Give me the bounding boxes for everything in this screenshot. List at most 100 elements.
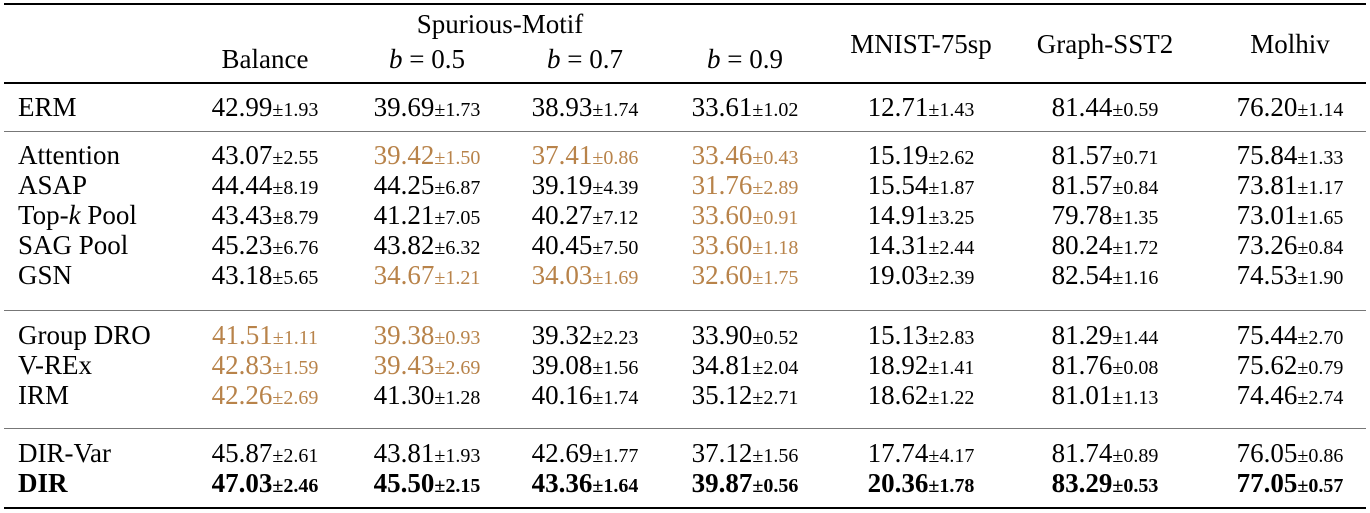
cell-value: 81.44 (1051, 92, 1113, 122)
cell-std: ±1.75 (752, 267, 799, 289)
table-cell: 75.62±0.79 (1237, 350, 1344, 385)
table-cell: 42.26±2.69 (212, 380, 319, 415)
cell-std: ±1.43 (928, 99, 975, 121)
cell-value: 81.74 (1051, 438, 1113, 468)
cell-value: 35.12 (691, 380, 753, 410)
column-header: b = 0.9 (707, 44, 783, 74)
cell-value: 33.90 (691, 320, 753, 350)
table-cell: 39.43±2.69 (374, 350, 481, 385)
cell-std: ±1.65 (1297, 207, 1344, 229)
table-cell: 18.92±1.41 (868, 350, 975, 385)
cell-std: ±0.08 (1112, 357, 1159, 379)
cell-std: ±7.05 (434, 207, 481, 229)
cell-std: ±1.50 (434, 147, 481, 169)
cell-std: ±4.39 (592, 177, 639, 199)
cell-value: 47.03 (211, 468, 273, 498)
cell-value: 82.54 (1051, 260, 1113, 290)
row-label: DIR (18, 468, 68, 498)
cell-std: ±1.87 (928, 177, 975, 199)
cell-std: ±0.53 (1112, 475, 1159, 497)
header-group-spurious-motif: Spurious-Motif (416, 9, 584, 39)
cell-std: ±1.59 (272, 357, 319, 379)
cell-std: ±8.79 (272, 207, 319, 229)
table-cell: 44.25±6.87 (374, 170, 481, 205)
table-cell: 43.43±8.79 (212, 200, 319, 235)
cell-std: ±2.74 (1297, 387, 1344, 409)
table-cell: 34.03±1.69 (532, 260, 639, 295)
cell-std: ±1.16 (1112, 267, 1159, 289)
cell-std: ±1.74 (592, 99, 639, 121)
group-separator-rule (4, 131, 1366, 132)
cell-std: ±2.46 (272, 475, 319, 497)
cell-std: ±2.15 (434, 475, 481, 497)
cell-value: 39.19 (531, 170, 593, 200)
cell-value: 43.18 (211, 260, 273, 290)
table-cell: 14.91±3.25 (868, 200, 975, 235)
cell-value: 40.27 (531, 200, 593, 230)
group-separator-rule (4, 310, 1366, 311)
cell-std: ±0.84 (1112, 177, 1159, 199)
cell-value: 39.69 (373, 92, 435, 122)
cell-value: 76.05 (1236, 438, 1298, 468)
table-cell: 43.07±2.55 (212, 140, 319, 175)
table-cell: 83.29±0.53 (1052, 468, 1159, 503)
header-number: 0.9 (749, 44, 783, 74)
table-cell: 44.44±8.19 (212, 170, 319, 205)
table-cell: 39.38±0.93 (374, 320, 481, 355)
table-cell: 38.93±1.74 (532, 92, 639, 127)
cell-value: 31.76 (691, 170, 753, 200)
table-cell: 34.67±1.21 (374, 260, 481, 295)
cell-std: ±8.19 (272, 177, 319, 199)
cell-value: 83.29 (1051, 468, 1113, 498)
cell-std: ±1.56 (752, 445, 799, 467)
table-cell: 81.44±0.59 (1052, 92, 1159, 127)
table-cell: 74.53±1.90 (1237, 260, 1344, 295)
cell-std: ±0.59 (1112, 99, 1159, 121)
cell-value: 34.67 (373, 260, 435, 290)
table-cell: 81.57±0.84 (1052, 170, 1159, 205)
table-cell: 42.83±1.59 (212, 350, 319, 385)
cell-value: 81.76 (1051, 350, 1113, 380)
table-cell: 18.62±1.22 (868, 380, 975, 415)
cell-std: ±4.17 (928, 445, 975, 467)
cell-value: 43.82 (373, 230, 435, 260)
cell-value: 17.74 (867, 438, 929, 468)
cell-value: 41.30 (373, 380, 435, 410)
cell-value: 42.83 (211, 350, 273, 380)
header-number: 0.7 (589, 44, 623, 74)
cell-std: ±1.41 (928, 357, 975, 379)
table-cell: 34.81±2.04 (692, 350, 799, 385)
row-label: SAG Pool (18, 230, 129, 260)
cell-value: 14.31 (867, 230, 929, 260)
cell-value: 33.60 (691, 200, 753, 230)
cell-std: ±1.14 (1297, 99, 1344, 121)
row-label: Top-k Pool (18, 200, 137, 230)
cell-value: 41.21 (373, 200, 435, 230)
table-cell: 81.29±1.44 (1052, 320, 1159, 355)
table-cell: 33.90±0.52 (692, 320, 799, 355)
row-label: ERM (18, 92, 77, 122)
cell-std: ±2.23 (592, 327, 639, 349)
header-variable: b (389, 44, 403, 74)
cell-value: 81.01 (1051, 380, 1113, 410)
row-label-part: Pool (80, 200, 137, 230)
column-header: b = 0.7 (547, 44, 623, 74)
cell-std: ±1.22 (928, 387, 975, 409)
cell-value: 42.26 (211, 380, 273, 410)
cell-std: ±2.62 (928, 147, 975, 169)
group-separator-rule (4, 428, 1366, 429)
cell-value: 37.41 (531, 140, 593, 170)
table-cell: 33.60±0.91 (692, 200, 799, 235)
cell-value: 39.87 (691, 468, 753, 498)
header-variable: b (547, 44, 561, 74)
cell-std: ±1.44 (1112, 327, 1159, 349)
cell-value: 32.60 (691, 260, 753, 290)
table-cell: 43.18±5.65 (212, 260, 319, 295)
cell-value: 19.03 (867, 260, 929, 290)
table-cell: 31.76±2.89 (692, 170, 799, 205)
cell-std: ±1.02 (752, 99, 799, 121)
cell-std: ±1.90 (1297, 267, 1344, 289)
row-label: ASAP (18, 170, 88, 200)
cell-std: ±0.56 (752, 475, 799, 497)
row-label: Attention (18, 140, 120, 170)
